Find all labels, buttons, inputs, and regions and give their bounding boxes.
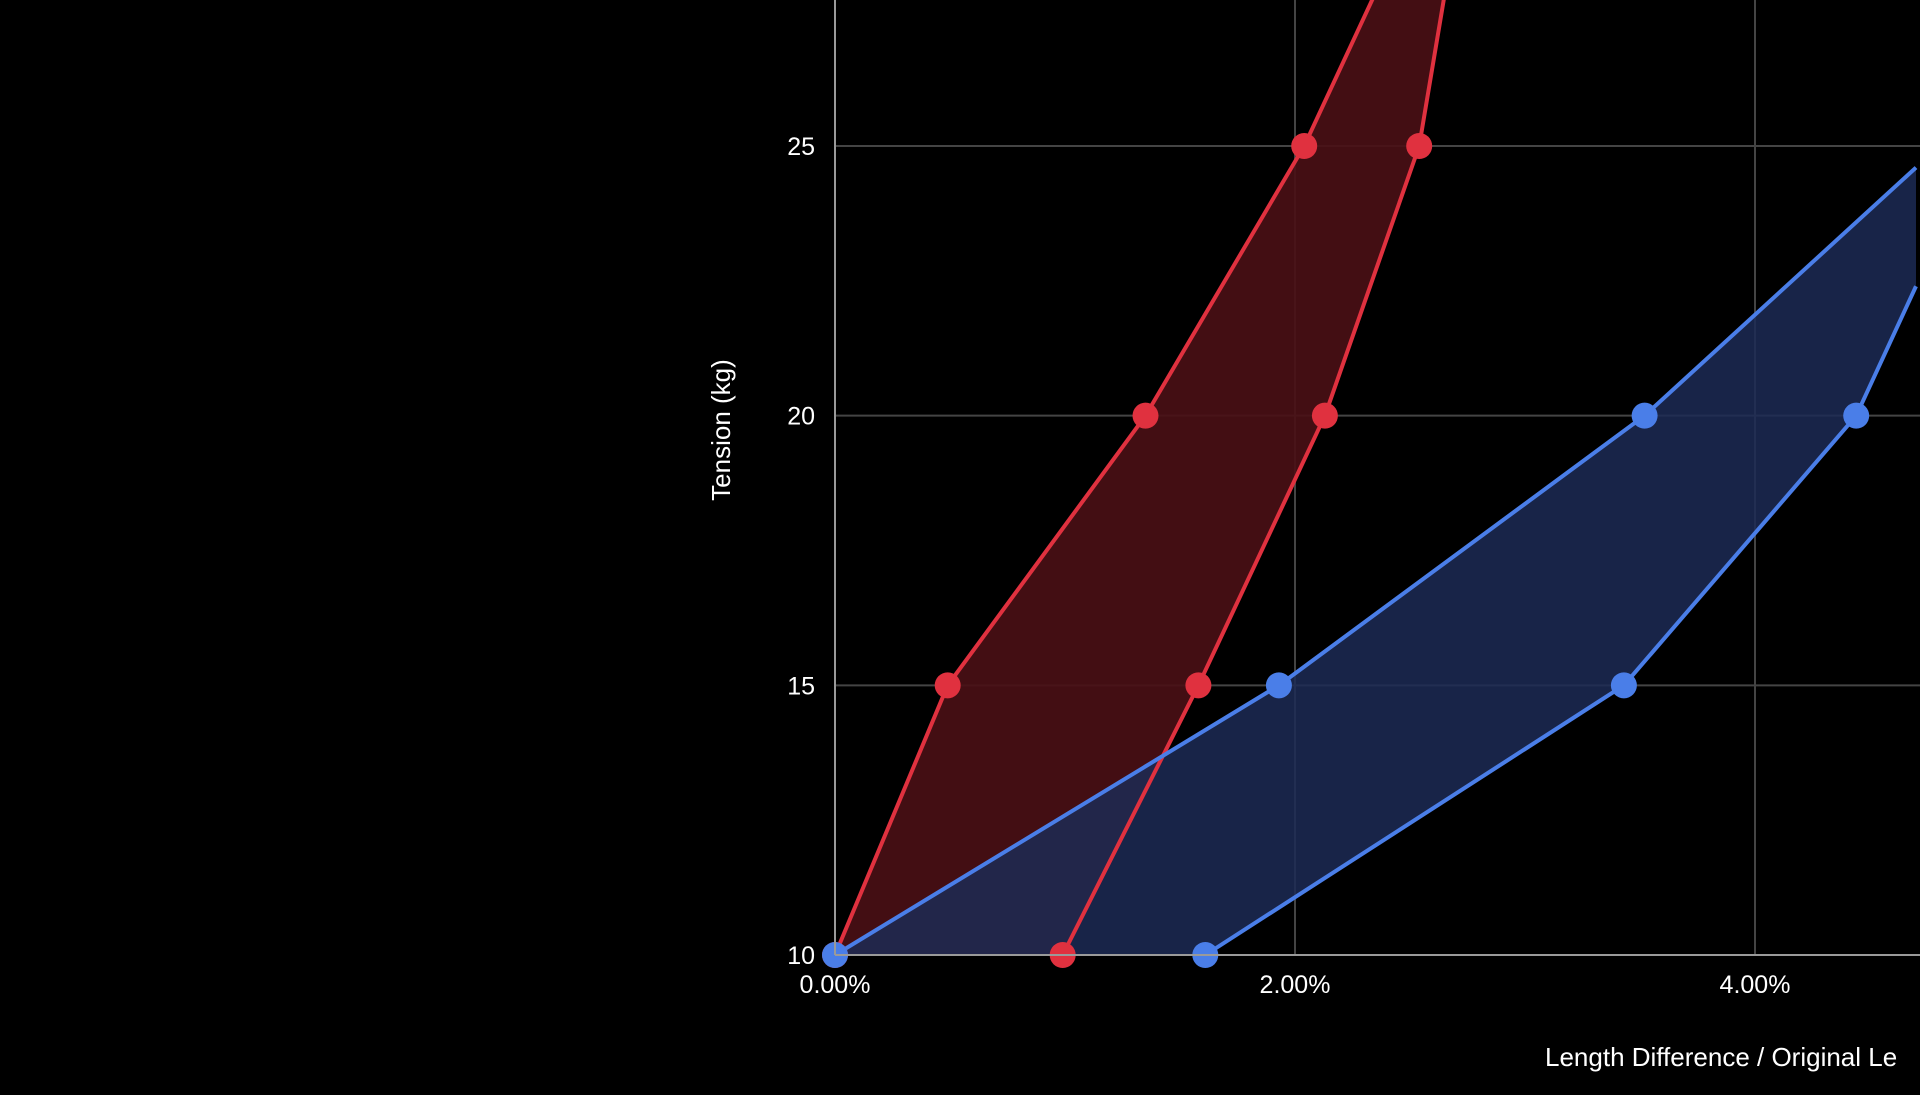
series-1-point xyxy=(1291,133,1318,159)
series-1-band xyxy=(835,0,1444,955)
series-2-point xyxy=(1843,402,1870,429)
series-1-point xyxy=(1132,402,1159,429)
y-tick-label: 25 xyxy=(787,133,815,161)
y-tick-label: 10 xyxy=(787,942,815,970)
x-axis-title: Length Difference / Original Le xyxy=(1545,1042,1897,1072)
series-areas xyxy=(835,0,1916,955)
series-2-point xyxy=(1631,402,1658,429)
series-1-point xyxy=(934,672,961,699)
series-2-band xyxy=(835,167,1916,955)
axes xyxy=(834,0,1920,956)
y-tick-label: 15 xyxy=(787,672,815,700)
y-axis-title: Tension (kg) xyxy=(706,359,736,501)
tick-labels: 10 15 20 25 0.00% 2.00% 4.00% xyxy=(787,133,1790,999)
x-tick-label: 4.00% xyxy=(1720,971,1791,999)
series-2-point xyxy=(1610,672,1637,699)
series-1-point xyxy=(1311,402,1338,429)
series-2-lower-line xyxy=(1204,285,1918,957)
series-2-point xyxy=(1265,672,1292,699)
series-1-point xyxy=(1185,672,1212,699)
x-tick-label: 2.00% xyxy=(1260,971,1331,999)
y-tick-label: 20 xyxy=(787,403,815,431)
series-1-point xyxy=(1406,133,1433,159)
series-2-upper-line xyxy=(833,166,1918,957)
x-tick-label: 0.00% xyxy=(800,971,871,999)
